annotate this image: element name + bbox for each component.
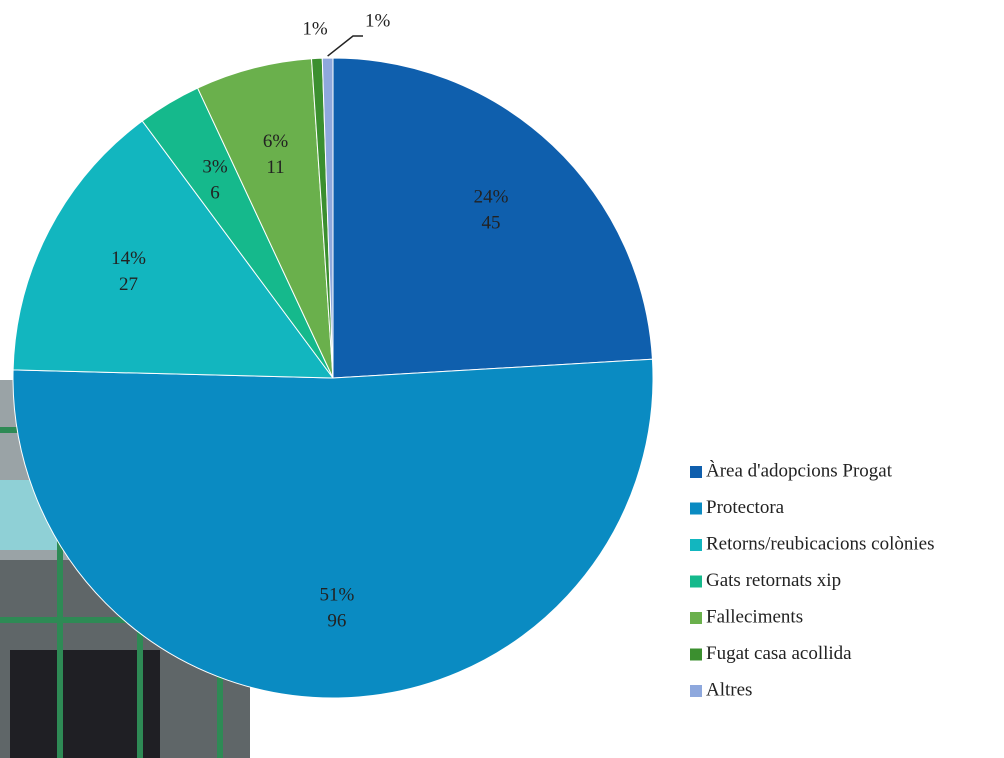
legend-swatch (690, 539, 702, 551)
legend-swatch (690, 648, 702, 661)
value-label: 45 (482, 213, 501, 234)
percent-label: 6% (263, 131, 289, 152)
percent-label: 24% (474, 187, 509, 208)
legend-label: Gats retornats xip (706, 570, 841, 591)
legend-swatch (690, 575, 702, 588)
value-label: 27 (119, 274, 138, 295)
legend-label: Falleciments (706, 606, 803, 627)
pie-slice (12, 358, 654, 699)
percent-label: 1% (365, 10, 391, 31)
pie-slice (332, 57, 653, 379)
legend-swatch (690, 685, 702, 697)
pie-slice (321, 57, 334, 379)
pie-slice (12, 120, 335, 379)
value-label: 6 (210, 182, 220, 203)
value-label: 96 (327, 611, 346, 632)
percent-label: 3% (202, 156, 228, 177)
legend-label: Altres (706, 679, 752, 700)
legend-label: Àrea d'adopcions Progat (706, 459, 893, 481)
percent-label: 14% (111, 248, 146, 269)
percent-label: 1% (302, 18, 328, 39)
legend-swatch (690, 466, 702, 478)
legend-swatch (690, 612, 702, 624)
leader-line (327, 35, 363, 57)
legend-label: Protectora (706, 497, 785, 518)
percent-label: 51% (319, 585, 354, 606)
legend-swatch (690, 502, 702, 515)
legend-label: Fugat casa acollida (706, 643, 852, 664)
legend-label: Retorns/reubicacions colònies (706, 533, 934, 554)
value-label: 11 (266, 157, 284, 178)
